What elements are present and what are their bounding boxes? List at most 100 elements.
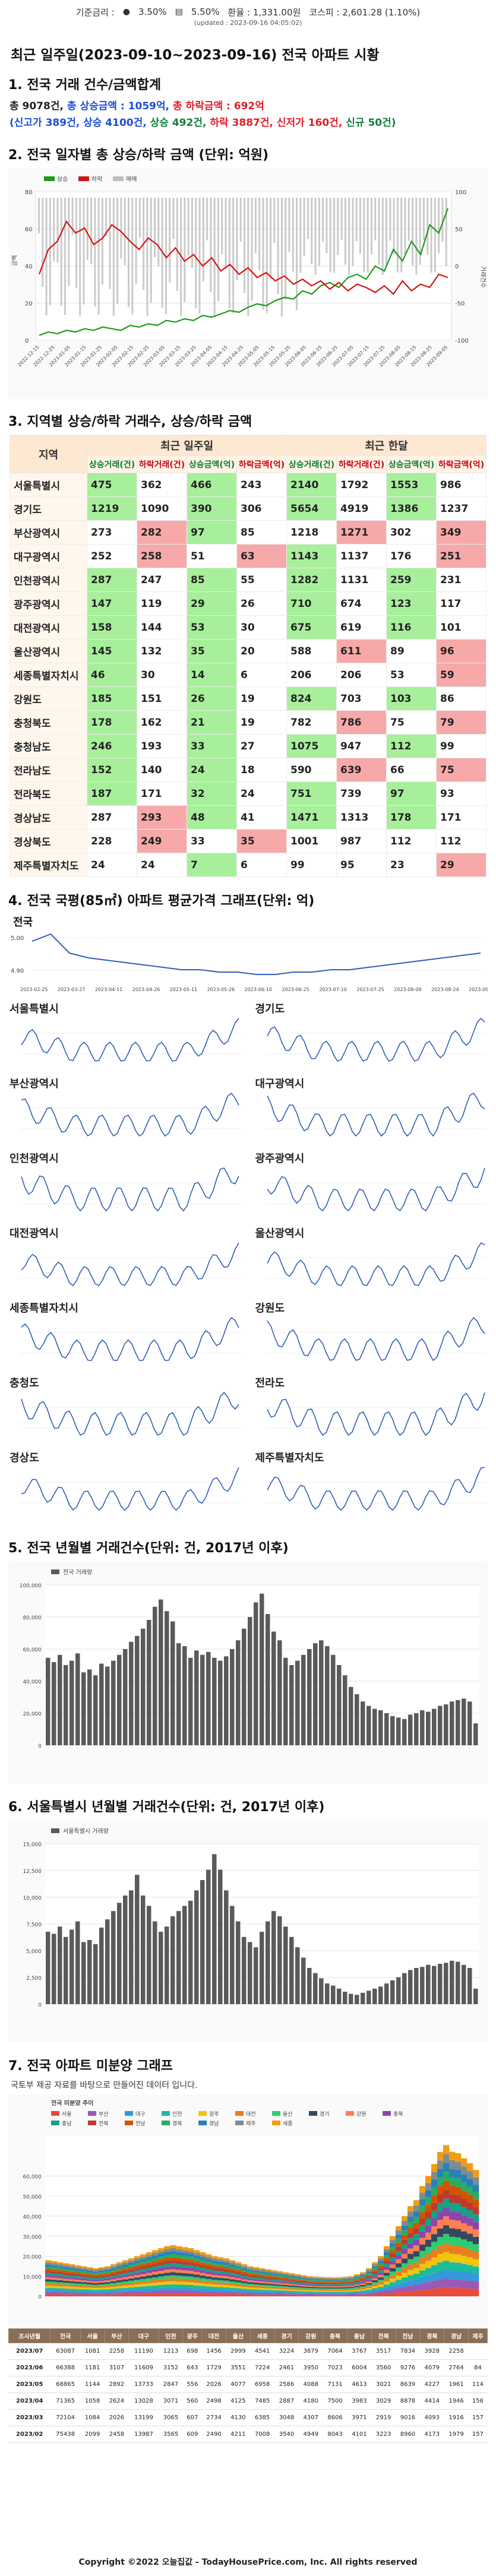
stack-segment bbox=[443, 2261, 450, 2270]
stack-segment bbox=[336, 2292, 343, 2293]
region-price-line bbox=[21, 1018, 239, 1062]
stack-segment bbox=[390, 2239, 396, 2243]
volume-bar bbox=[367, 198, 369, 273]
stack-segment bbox=[425, 2268, 432, 2276]
stack-segment bbox=[449, 2287, 456, 2296]
stack-segment bbox=[87, 2282, 93, 2284]
stack-segment bbox=[473, 2244, 479, 2252]
stack-segment bbox=[93, 2281, 99, 2283]
table-cell: 2624 bbox=[105, 2393, 129, 2410]
stack-segment bbox=[372, 2274, 378, 2277]
stack-segment bbox=[128, 2260, 135, 2263]
stack-segment bbox=[93, 2271, 99, 2274]
stack-segment bbox=[93, 2274, 99, 2277]
stack-segment bbox=[69, 2270, 75, 2272]
updated-time: (updated : 2023-09-16 04:05:02) bbox=[194, 19, 302, 27]
stack-segment bbox=[223, 2262, 230, 2265]
region-name: 전라남도 bbox=[10, 758, 87, 782]
stack-segment bbox=[63, 2283, 69, 2285]
unsold-header: 전국 bbox=[50, 2328, 81, 2343]
stack-segment bbox=[182, 2273, 188, 2276]
stack-segment bbox=[342, 2290, 349, 2292]
y-tick-label: 10,000 bbox=[23, 1895, 42, 1901]
stack-segment bbox=[473, 2221, 479, 2230]
stack-segment bbox=[396, 2238, 402, 2243]
stack-segment bbox=[390, 2275, 396, 2279]
stack-segment bbox=[342, 2279, 349, 2281]
stack-segment bbox=[45, 2287, 52, 2290]
stack-segment bbox=[140, 2271, 147, 2274]
stack-segment bbox=[307, 2294, 313, 2296]
table-cell: 2887 bbox=[274, 2393, 299, 2410]
stack-segment bbox=[378, 2294, 384, 2296]
stack-segment bbox=[116, 2274, 123, 2277]
volume-bar bbox=[105, 1666, 110, 1745]
volume-bar bbox=[124, 198, 126, 265]
volume-bar bbox=[254, 1602, 258, 1745]
volume-bar bbox=[230, 1906, 235, 2004]
stack-segment bbox=[200, 2257, 206, 2260]
stack-segment bbox=[134, 2261, 141, 2264]
stack-segment bbox=[307, 2295, 313, 2296]
stack-segment bbox=[176, 2252, 182, 2255]
stack-segment bbox=[431, 2164, 438, 2172]
stack-segment bbox=[407, 2275, 414, 2281]
stack-segment bbox=[295, 2292, 301, 2294]
stack-segment bbox=[449, 2194, 456, 2203]
legend-swatch bbox=[272, 2121, 280, 2125]
stack-segment bbox=[390, 2289, 396, 2293]
volume-bar bbox=[444, 1963, 448, 2004]
stack-segment bbox=[45, 2283, 52, 2286]
stack-segment bbox=[407, 2291, 414, 2296]
stack-segment bbox=[330, 2289, 337, 2291]
region-price-line bbox=[266, 1317, 485, 1362]
stack-segment bbox=[217, 2294, 224, 2296]
stack-segment bbox=[413, 2217, 420, 2223]
stack-segment bbox=[176, 2293, 182, 2296]
stack-segment bbox=[116, 2292, 123, 2295]
stack-segment bbox=[235, 2278, 242, 2280]
stack-segment bbox=[223, 2285, 230, 2287]
stack-segment bbox=[312, 2294, 319, 2296]
stack-segment bbox=[63, 2263, 69, 2265]
stack-segment bbox=[99, 2277, 105, 2280]
stack-segment bbox=[217, 2276, 224, 2278]
stack-segment bbox=[128, 2294, 135, 2296]
stack-segment bbox=[140, 2269, 147, 2272]
stack-segment bbox=[360, 2280, 367, 2283]
table-cell: 114 bbox=[468, 2376, 488, 2393]
stack-segment bbox=[473, 2200, 479, 2207]
stack-segment bbox=[354, 2290, 361, 2292]
stack-segment bbox=[182, 2261, 188, 2265]
stack-segment bbox=[235, 2288, 242, 2290]
stack-segment bbox=[419, 2186, 426, 2193]
stack-segment bbox=[437, 2262, 444, 2271]
table-cell: 1218 bbox=[286, 520, 337, 545]
stack-segment bbox=[301, 2280, 307, 2281]
stack-segment bbox=[235, 2270, 242, 2273]
stack-segment bbox=[63, 2269, 69, 2271]
stack-segment bbox=[182, 2258, 188, 2262]
table-cell: 23 bbox=[386, 853, 437, 877]
stack-segment bbox=[69, 2283, 75, 2285]
table-cell: 93 bbox=[436, 781, 486, 806]
stack-segment bbox=[336, 2290, 343, 2292]
stack-segment bbox=[247, 2268, 254, 2270]
legend-label: 대구 bbox=[135, 2111, 146, 2118]
stack-segment bbox=[247, 2270, 254, 2272]
stack-segment bbox=[301, 2293, 307, 2295]
stack-segment bbox=[51, 2277, 58, 2280]
stack-segment bbox=[146, 2252, 153, 2255]
stack-segment bbox=[384, 2293, 390, 2296]
stack-segment bbox=[378, 2287, 384, 2290]
stack-segment bbox=[235, 2264, 242, 2267]
table-cell: 2023/03 bbox=[8, 2409, 50, 2426]
stack-segment bbox=[396, 2226, 402, 2230]
stack-segment bbox=[223, 2283, 230, 2286]
stack-segment bbox=[431, 2195, 438, 2203]
table-cell: 751 bbox=[286, 781, 337, 806]
stack-segment bbox=[93, 2288, 99, 2290]
volume-bar bbox=[400, 198, 403, 273]
stack-segment bbox=[301, 2291, 307, 2293]
table-cell: 86 bbox=[436, 686, 486, 711]
